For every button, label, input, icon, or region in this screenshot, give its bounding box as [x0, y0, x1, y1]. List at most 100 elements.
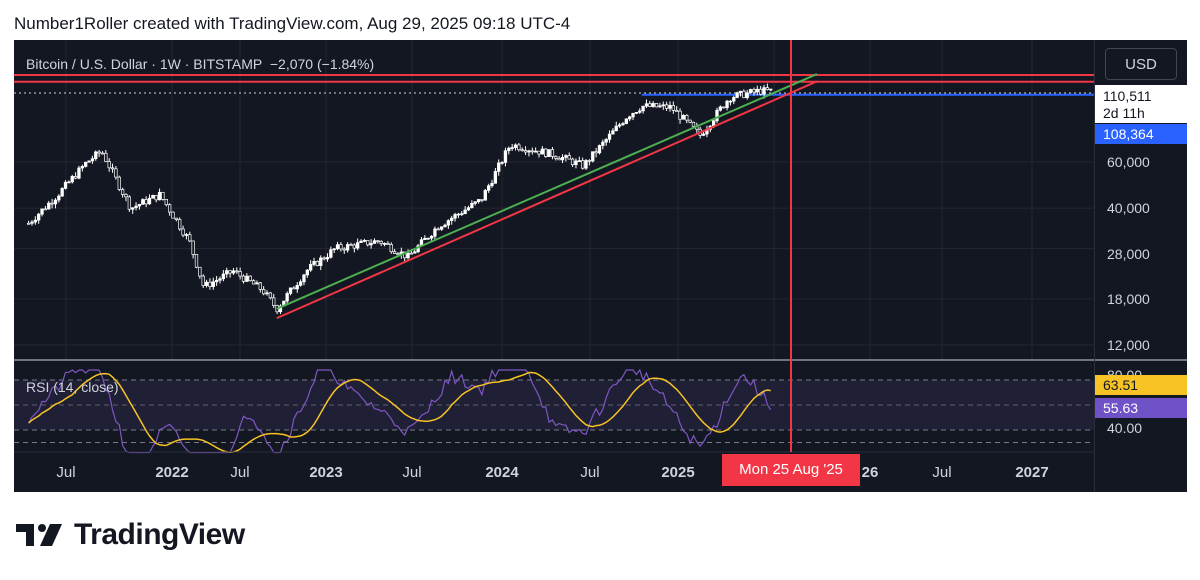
candle-up	[134, 205, 138, 209]
candle-up	[184, 234, 189, 236]
candle-down	[238, 271, 242, 277]
candle-down	[587, 160, 592, 162]
candle-up	[309, 264, 313, 271]
candle-down	[292, 287, 296, 290]
candle-down	[262, 289, 266, 295]
candle-down	[688, 119, 692, 123]
candle-up	[137, 204, 142, 207]
candle-up	[204, 281, 209, 286]
candle-up	[305, 269, 309, 276]
candle-up	[90, 158, 95, 162]
candle-down	[104, 152, 108, 162]
candle-down	[339, 244, 343, 250]
candle-up	[325, 256, 330, 260]
candle-down	[581, 160, 585, 169]
candle-up	[503, 150, 508, 163]
price-change: −2,070 (−1.84%)	[269, 56, 375, 72]
price-scale[interactable]: USD 110,511 2d 11h 108,364 60,000 40,000…	[1094, 40, 1187, 492]
candle-down	[349, 244, 353, 246]
candle-down	[550, 149, 555, 157]
hline-price-tag: 108,364	[1095, 124, 1187, 144]
candle-up	[735, 92, 739, 98]
candle-down	[188, 234, 192, 242]
candle-up	[668, 105, 672, 109]
candle-down	[198, 266, 202, 277]
candle-down	[171, 211, 175, 219]
candle-up	[701, 133, 706, 136]
candle-down	[164, 199, 168, 206]
candle-down	[194, 254, 199, 268]
candle-up	[718, 106, 722, 111]
candle-down	[50, 202, 54, 205]
candle-down	[248, 275, 252, 282]
rsi-ma-line	[28, 371, 771, 454]
candle-up	[30, 221, 34, 224]
candle-down	[758, 88, 763, 95]
symbol-title: Bitcoin / U.S. Dollar · 1W · BITSTAMP	[26, 56, 262, 72]
candle-up	[372, 240, 377, 244]
symbol-legend[interactable]: Bitcoin / U.S. Dollar · 1W · BITSTAMP −2…	[26, 56, 374, 72]
candle-up	[84, 161, 88, 167]
brand-name: TradingView	[74, 518, 245, 551]
currency-button[interactable]: USD	[1105, 48, 1177, 80]
candle-up	[456, 213, 461, 216]
candle-up	[63, 181, 68, 189]
time-label: 26	[861, 464, 879, 481]
candle-up	[762, 87, 766, 95]
candle-down	[117, 176, 121, 190]
candle-down	[127, 196, 131, 210]
tradingview-logo[interactable]: TradingView	[16, 518, 245, 552]
red-trendline	[276, 80, 818, 320]
candle-down	[386, 243, 390, 245]
time-label: 2025	[661, 464, 695, 481]
price-chart[interactable]	[14, 40, 1094, 492]
candle-up	[748, 89, 753, 94]
candle-down	[258, 282, 262, 290]
candle-up	[510, 147, 514, 149]
bar-countdown: 2d 11h	[1103, 105, 1145, 121]
candle-down	[241, 275, 246, 282]
candle-down	[554, 156, 558, 159]
rsi-ma-tag: 55.63	[1095, 398, 1187, 418]
candle-up	[245, 275, 249, 282]
green-trendline	[276, 73, 818, 310]
tradingview-logo-icon	[16, 524, 62, 546]
chart-pane[interactable]: Bitcoin / U.S. Dollar · 1W · BITSTAMP −2…	[14, 40, 1094, 492]
candle-down	[120, 189, 125, 195]
candle-up	[658, 105, 662, 108]
candle-down	[544, 148, 548, 157]
candle-up	[443, 224, 447, 228]
candle-down	[379, 240, 383, 244]
candle-up	[359, 240, 363, 243]
rsi-legend[interactable]: RSI (14, close)	[26, 379, 119, 395]
candle-up	[53, 199, 58, 205]
candle-up	[356, 242, 360, 249]
candle-up	[755, 88, 759, 93]
candle-up	[725, 100, 729, 109]
candle-up	[278, 305, 283, 313]
candle-up	[312, 261, 316, 265]
candle-up	[147, 197, 152, 205]
chart-caption: Number1Roller created with TradingView.c…	[14, 14, 571, 33]
candle-up	[157, 191, 162, 201]
candle-up	[617, 124, 622, 127]
candle-up	[265, 292, 269, 295]
candle-up	[77, 167, 81, 179]
candle-down	[742, 90, 746, 99]
candle-up	[446, 220, 450, 226]
candle-up	[738, 90, 743, 94]
candle-up	[151, 195, 155, 199]
last-price-tag: 110,511 2d 11h	[1095, 85, 1187, 123]
candle-up	[70, 176, 74, 183]
candle-up	[362, 240, 367, 242]
candle-up	[591, 151, 595, 162]
candle-up	[584, 160, 588, 169]
candle-up	[601, 141, 605, 146]
candle-down	[752, 89, 756, 93]
candle-down	[557, 157, 561, 161]
candle-up	[319, 257, 323, 266]
candle-up	[47, 202, 51, 210]
candle-up	[715, 109, 719, 122]
candle-up	[382, 243, 387, 245]
last-price: 110,511	[1103, 88, 1152, 104]
